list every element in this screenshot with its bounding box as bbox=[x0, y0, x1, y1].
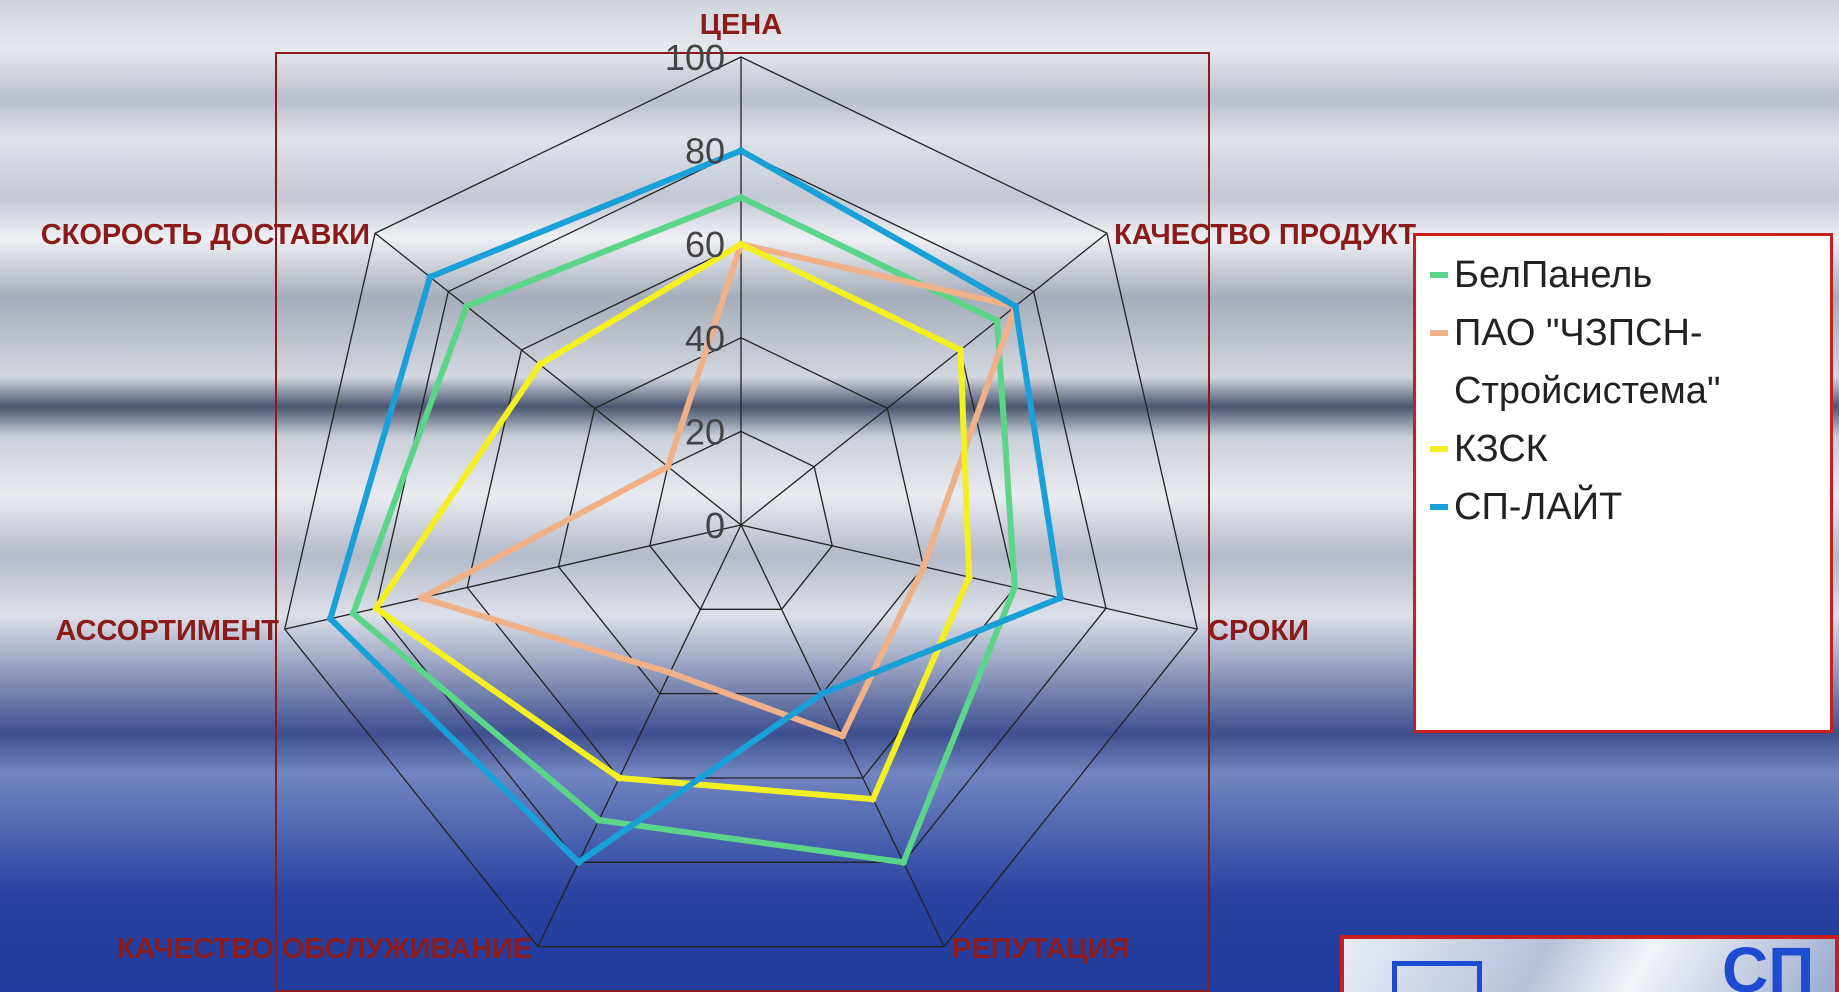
series-2-point-2 bbox=[965, 573, 973, 581]
legend-label-3: СП-ЛАЙТ bbox=[1454, 486, 1623, 528]
logo-text: СП bbox=[1722, 935, 1815, 992]
series-3-point-3 bbox=[818, 690, 826, 698]
spoke-4 bbox=[537, 524, 742, 947]
series-2-point-0 bbox=[737, 240, 745, 248]
tick-label-40: 40 bbox=[685, 318, 725, 359]
series-0-point-2 bbox=[1011, 583, 1019, 591]
series-2-point-3 bbox=[869, 795, 877, 803]
spoke-1 bbox=[740, 232, 1108, 526]
legend-item-3: СП-ЛАЙТ bbox=[1430, 478, 1816, 536]
axis-label-5: АССОРТИМЕНТ bbox=[55, 615, 279, 647]
grid-ring-4 bbox=[375, 149, 1107, 863]
series-0-point-3 bbox=[899, 858, 907, 866]
axis-label-2: СРОКИ bbox=[1208, 615, 1309, 647]
series-line-0 bbox=[350, 194, 1018, 866]
series-1-point-4 bbox=[666, 669, 674, 677]
legend-swatch-1 bbox=[1430, 330, 1448, 336]
series-0-point-1 bbox=[993, 317, 1001, 325]
grid-ring-1 bbox=[649, 430, 833, 610]
series-2-point-1 bbox=[957, 346, 965, 354]
plot-area-frame bbox=[275, 52, 1210, 992]
axis-label-0: ЦЕНА bbox=[700, 9, 782, 41]
series-0-point-4 bbox=[595, 816, 603, 824]
series-2-point-6 bbox=[536, 361, 544, 369]
axis-label-1: КАЧЕСТВО ПРОДУКТ bbox=[1114, 219, 1416, 251]
legend-label-1: ПАО "ЧЗПСН-Стройсистема" bbox=[1454, 312, 1721, 412]
series-0-point-0 bbox=[737, 193, 745, 201]
legend-label-0: БелПанель bbox=[1454, 254, 1653, 296]
radar-axis-labels: ЦЕНА КАЧЕСТВО ПРОДУКТ СРОКИ РЕПУТАЦИЯ КАЧЕСТ… bbox=[41, 9, 1417, 965]
radar-grid bbox=[284, 56, 1198, 948]
series-0-point-5 bbox=[349, 610, 357, 618]
axis-label-4: КАЧЕСТВО ОБСЛУЖИВАНИЕ bbox=[117, 933, 532, 965]
series-2-point-5 bbox=[372, 604, 380, 612]
logo-mark bbox=[1392, 961, 1482, 992]
legend: БелПанель ПАО "ЧЗПСН-Стройсистема" КЗСК СП… bbox=[1413, 233, 1833, 733]
series-line-3 bbox=[327, 147, 1064, 866]
legend-label-2: КЗСК bbox=[1454, 428, 1548, 470]
series-3-point-5 bbox=[326, 615, 334, 623]
company-logo: СП bbox=[1340, 935, 1839, 992]
legend-item-2: КЗСК bbox=[1430, 420, 1816, 478]
radar-tick-labels: 0 20 40 60 80 100 bbox=[665, 37, 725, 546]
spoke-5 bbox=[284, 524, 742, 630]
series-3-point-4 bbox=[575, 858, 583, 866]
tick-label-100: 100 bbox=[665, 37, 725, 78]
grid-ring-3 bbox=[466, 243, 1016, 779]
series-1-point-3 bbox=[839, 732, 847, 740]
series-1-point-5 bbox=[418, 594, 426, 602]
legend-item-1: ПАО "ЧЗПСН-Стройсистема" bbox=[1430, 304, 1816, 420]
spoke-6 bbox=[374, 232, 742, 526]
legend-swatch-3 bbox=[1430, 504, 1448, 510]
tick-label-60: 60 bbox=[685, 224, 725, 265]
grid-ring-5 bbox=[284, 56, 1198, 948]
series-1-point-6 bbox=[664, 463, 672, 471]
tick-label-80: 80 bbox=[685, 131, 725, 172]
tick-label-20: 20 bbox=[685, 411, 725, 452]
axis-label-6: СКОРОСТЬ ДОСТАВКИ bbox=[41, 219, 370, 251]
radar-series bbox=[326, 147, 1064, 866]
series-3-point-2 bbox=[1056, 594, 1064, 602]
series-2-point-4 bbox=[615, 774, 623, 782]
legend-item-0: БелПанель bbox=[1430, 246, 1816, 304]
axis-label-3: РЕПУТАЦИЯ bbox=[952, 933, 1129, 965]
series-0-point-6 bbox=[463, 302, 471, 310]
series-3-point-6 bbox=[426, 273, 434, 281]
legend-swatch-2 bbox=[1430, 446, 1448, 452]
series-3-point-0 bbox=[737, 147, 745, 155]
series-line-1 bbox=[418, 241, 1019, 739]
series-3-point-1 bbox=[1011, 302, 1019, 310]
tick-label-0: 0 bbox=[705, 505, 725, 546]
grid-ring-2 bbox=[557, 337, 925, 695]
legend-swatch-0 bbox=[1430, 272, 1448, 278]
series-1-point-2 bbox=[920, 563, 928, 571]
series-line-2 bbox=[372, 241, 973, 803]
